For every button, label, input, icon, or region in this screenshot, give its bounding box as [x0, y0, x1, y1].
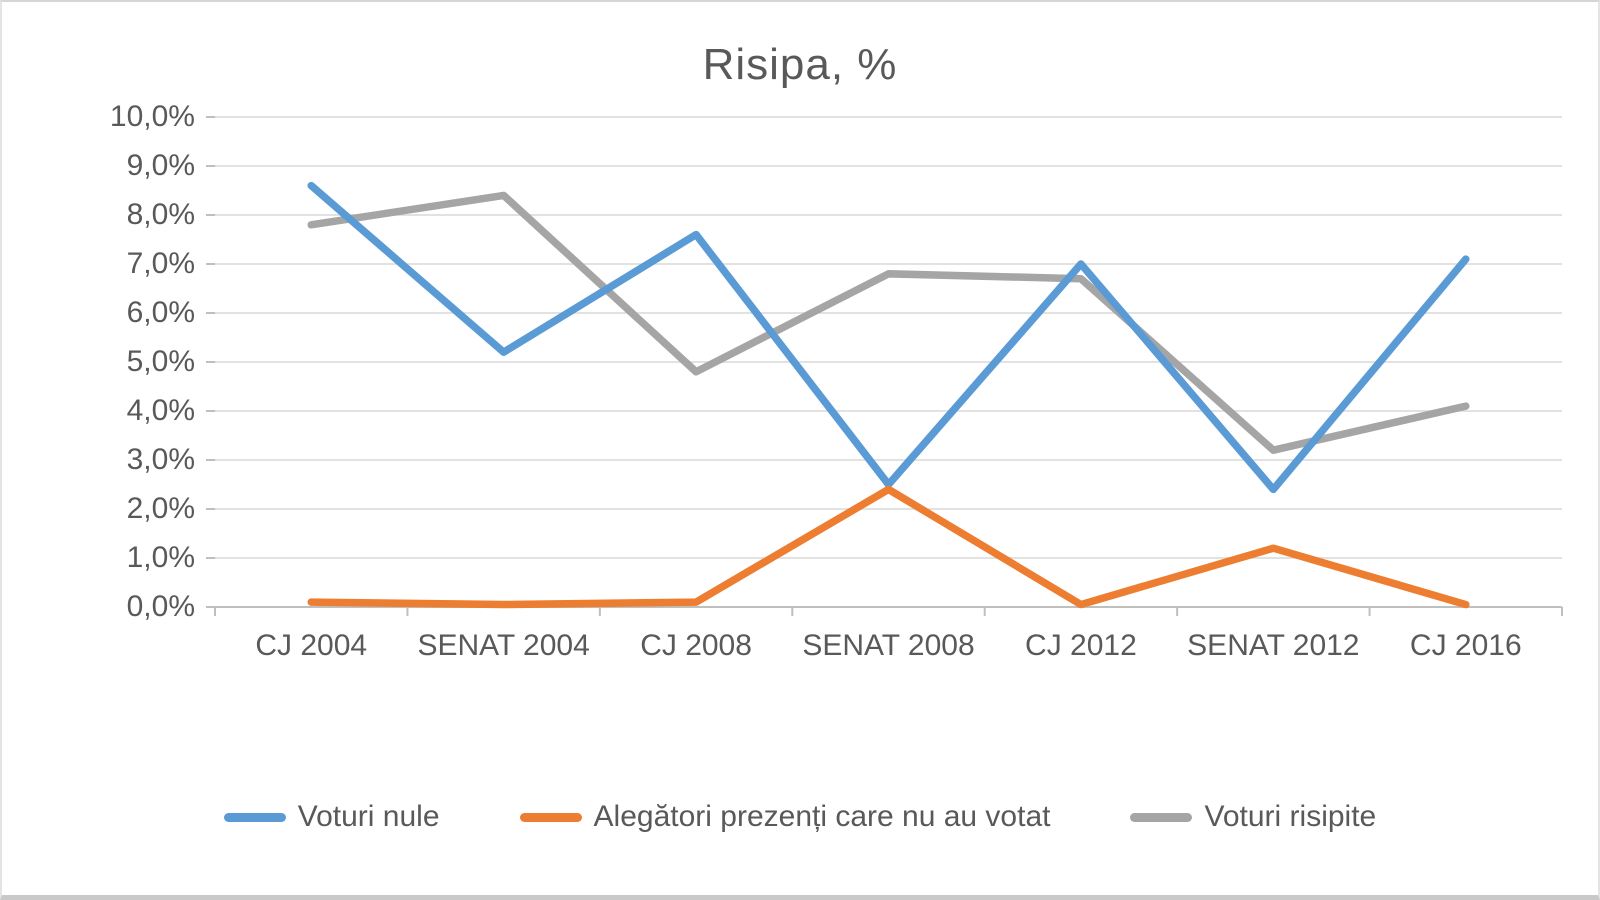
legend-entry: Voturi risipite [1130, 800, 1376, 834]
legend-swatch-icon [223, 812, 286, 822]
legend-label: Voturi nule [297, 800, 440, 833]
y-axis-tick-label: 3,0% [126, 443, 195, 476]
y-axis-tick-label: 2,0% [126, 492, 195, 525]
y-axis-tick-label: 4,0% [126, 394, 195, 427]
legend: Voturi nule Alegători prezenți care nu au… [2, 800, 1598, 834]
legend-swatch-icon [519, 812, 582, 822]
y-axis-tick-label: 9,0% [126, 149, 195, 182]
y-axis-tick-label: 10,0% [109, 100, 195, 133]
legend-entry: Alegători prezenți care nu au votat [519, 800, 1051, 834]
series-line-1 [307, 485, 1470, 609]
legend-entry: Voturi nule [223, 800, 440, 834]
y-axis-tick-label: 5,0% [126, 345, 195, 378]
series-line-0 [307, 181, 1470, 494]
legend-swatch-icon [1130, 812, 1193, 822]
y-axis-tick-label: 7,0% [126, 247, 195, 280]
x-axis-category-label: SENAT 2004 [417, 629, 590, 662]
x-axis-category-label: CJ 2008 [640, 629, 752, 662]
x-axis-category-label: CJ 2012 [1025, 629, 1137, 662]
legend-label: Alegători prezenți care nu au votat [593, 800, 1051, 833]
series-line-2 [307, 191, 1470, 454]
x-axis-category-label: SENAT 2012 [1187, 629, 1360, 662]
y-axis-tick-label: 6,0% [126, 296, 195, 329]
x-axis-category-label: CJ 2004 [255, 629, 368, 662]
x-axis-category-label: CJ 2016 [1409, 629, 1522, 662]
y-axis-tick-label: 1,0% [126, 541, 195, 574]
x-axis-category-label: SENAT 2008 [802, 629, 975, 662]
y-axis-tick-label: 8,0% [126, 198, 195, 231]
chart-title: Risipa, % [702, 40, 898, 89]
legend-label: Voturi risipite [1204, 800, 1377, 833]
y-axis-tick-label: 0,0% [126, 590, 195, 623]
